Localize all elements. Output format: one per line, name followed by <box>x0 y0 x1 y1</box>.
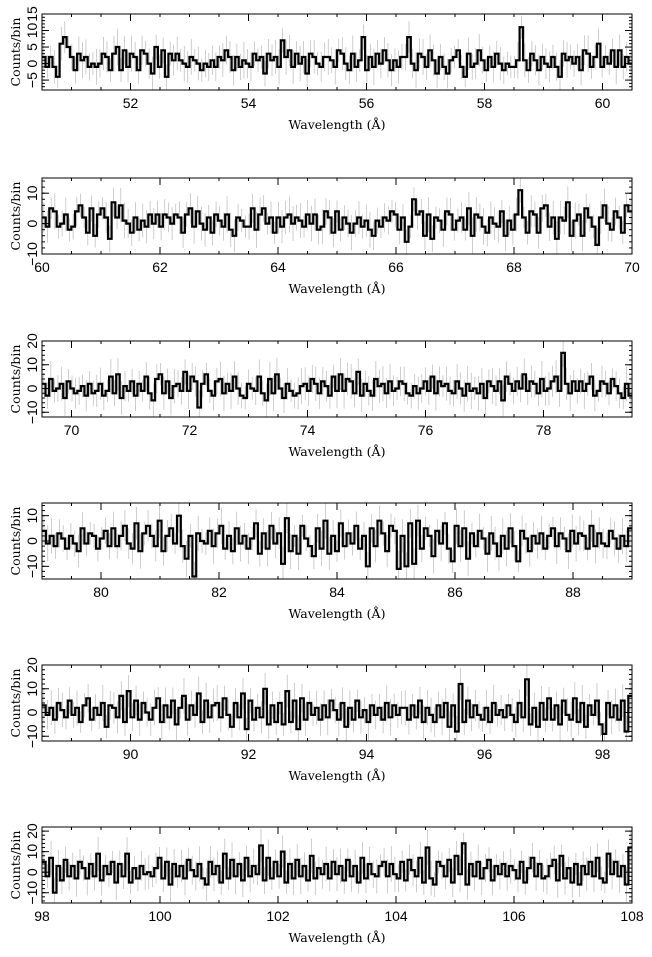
x-tick-label: 88 <box>565 584 581 600</box>
x-tick-label: 94 <box>359 746 375 762</box>
y-axis-label: Counts/bin <box>8 182 23 251</box>
y-tick-label: −10 <box>24 400 40 424</box>
x-axis-label: Wavelength (Å) <box>289 281 386 296</box>
chart-panel-6: 98 100 102 104 106 108 −10 0 10 20 Wavelength (Å) C… <box>8 823 644 945</box>
x-tick-label: 68 <box>506 259 522 275</box>
x-tick-label: 74 <box>300 422 316 438</box>
y-tick-label: 20 <box>24 657 40 673</box>
y-tick-label: −10 <box>24 554 40 578</box>
y-tick-label: 10 <box>24 681 40 697</box>
y-tick-label: 10 <box>24 844 40 860</box>
x-tick-label: 52 <box>123 95 139 111</box>
error-bars <box>43 828 631 903</box>
x-tick-label: 102 <box>266 908 290 924</box>
x-tick-label: 104 <box>384 908 408 924</box>
y-tick-label: 15 <box>24 6 40 22</box>
y-tick-label: 10 <box>24 508 40 524</box>
x-tick-label: 98 <box>34 908 50 924</box>
y-axis-label: Counts/bin <box>8 831 23 900</box>
x-tick-label: 60 <box>34 259 50 275</box>
x-tick-label: 96 <box>477 746 493 762</box>
chart-panel-4: 80 82 84 86 88 −10 0 10 Wavelength (Å) Counts/bin <box>8 502 633 621</box>
x-tick-label: 72 <box>182 422 198 438</box>
x-tick-label: 70 <box>64 422 80 438</box>
x-tick-label: 92 <box>241 746 257 762</box>
x-tick-label: 78 <box>536 422 552 438</box>
y-axis-label: Counts/bin <box>8 669 23 738</box>
error-bars <box>43 503 631 579</box>
y-tick-label: 0 <box>24 384 40 392</box>
x-axis-label: Wavelength (Å) <box>289 117 386 132</box>
x-tick-label: 106 <box>502 908 526 924</box>
x-tick-label: 70 <box>624 259 640 275</box>
x-tick-label: 64 <box>270 259 286 275</box>
x-tick-label: 98 <box>595 746 611 762</box>
x-tick-label: 62 <box>152 259 168 275</box>
x-axis-label: Wavelength (Å) <box>289 768 386 783</box>
y-tick-label: 0 <box>24 59 40 67</box>
error-bars <box>43 178 631 254</box>
y-tick-label: 0 <box>24 868 40 876</box>
y-tick-label: 20 <box>24 823 40 839</box>
y-tick-label: −10 <box>24 242 40 266</box>
y-tick-label: 5 <box>24 43 40 51</box>
y-tick-label: 20 <box>24 333 40 349</box>
x-tick-label: 100 <box>148 908 172 924</box>
x-tick-label: 54 <box>241 95 257 111</box>
y-tick-label: −10 <box>24 881 40 905</box>
y-tick-label: 10 <box>24 185 40 201</box>
y-tick-label: −5 <box>24 72 40 88</box>
y-tick-label: 10 <box>24 357 40 373</box>
x-tick-label: 82 <box>211 584 227 600</box>
chart-panel-2: 60 62 64 66 68 70 −10 0 10 Wavelength (Å) Counts/b… <box>8 177 640 296</box>
data-series-line <box>42 189 632 246</box>
y-tick-label: 10 <box>24 23 40 39</box>
x-tick-label: 58 <box>477 95 493 111</box>
y-tick-label: 0 <box>24 708 40 716</box>
y-axis-label: Counts/bin <box>8 345 23 414</box>
y-tick-label: 0 <box>24 537 40 545</box>
x-tick-label: 84 <box>329 584 345 600</box>
y-tick-label: −10 <box>24 724 40 748</box>
x-tick-label: 108 <box>620 908 644 924</box>
x-tick-label: 76 <box>418 422 434 438</box>
data-series-line <box>42 678 632 735</box>
x-axis-label: Wavelength (Å) <box>289 930 386 945</box>
data-series-line <box>42 842 632 894</box>
chart-panel-3: 70 72 74 76 78 −10 0 10 20 Wavelength (Å) Counts/b… <box>8 333 633 459</box>
data-series-line <box>42 514 632 578</box>
chart-panel-5: 90 92 94 96 98 −10 0 10 20 Wavelength (Å) Counts/b… <box>8 657 633 783</box>
x-axis-label: Wavelength (Å) <box>289 444 386 459</box>
x-tick-label: 80 <box>93 584 109 600</box>
x-tick-label: 60 <box>595 95 611 111</box>
x-axis-label: Wavelength (Å) <box>289 606 386 621</box>
y-tick-label: 0 <box>24 219 40 227</box>
y-axis-label: Counts/bin <box>8 507 23 576</box>
x-tick-label: 66 <box>388 259 404 275</box>
x-tick-label: 56 <box>359 95 375 111</box>
data-series-line <box>42 26 632 78</box>
data-series-line <box>42 351 632 409</box>
x-tick-label: 90 <box>123 746 139 762</box>
x-tick-label: 86 <box>447 584 463 600</box>
y-axis-label: Counts/bin <box>8 18 23 87</box>
